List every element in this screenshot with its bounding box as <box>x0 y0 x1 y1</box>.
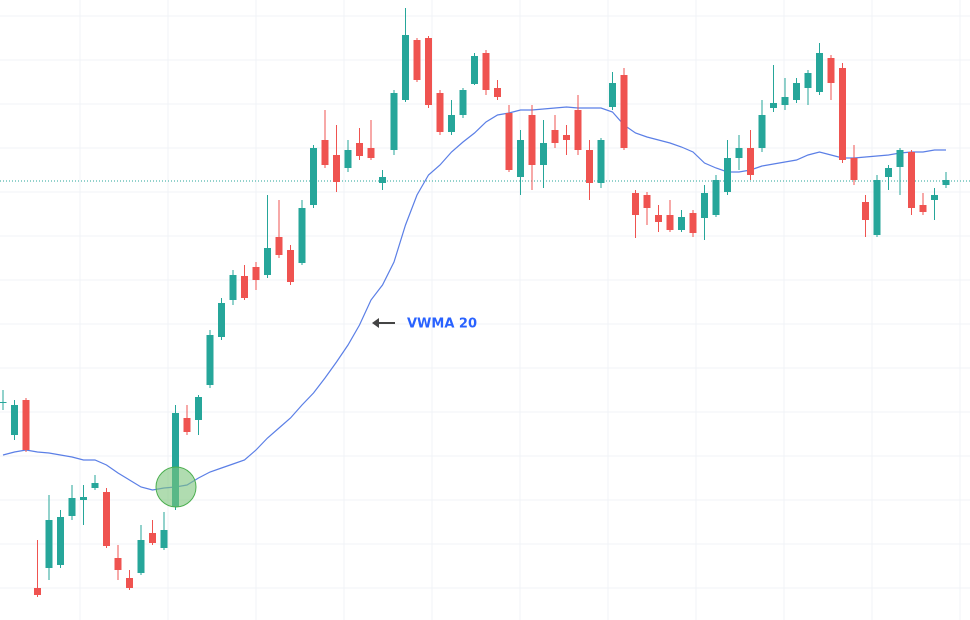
candle-body <box>275 237 283 255</box>
annotation-arrowhead <box>372 318 379 328</box>
marks <box>0 8 970 597</box>
candle-body <box>505 113 513 170</box>
candle-body <box>655 215 662 222</box>
candle-body <box>126 578 133 588</box>
candle-body <box>609 83 616 107</box>
candle-body <box>620 75 628 148</box>
highlight-circle <box>155 466 197 508</box>
candle-body <box>183 418 191 432</box>
vwma-line <box>2 106 946 491</box>
candle-body <box>321 140 329 165</box>
candle-body <box>528 115 536 165</box>
candle-body <box>218 303 225 337</box>
candle-body <box>379 177 386 183</box>
candle-body <box>356 143 363 156</box>
candle-body <box>908 152 915 208</box>
candle-body <box>724 158 731 192</box>
candle-body <box>850 158 858 180</box>
candle-body <box>68 498 76 516</box>
candle-body <box>367 148 375 158</box>
candle-body <box>57 517 64 565</box>
candle-body <box>448 115 455 132</box>
candle-body <box>632 193 639 215</box>
annotation: VWMA 20 <box>407 317 477 332</box>
candle-body <box>747 148 754 175</box>
candle-body <box>80 497 87 500</box>
candle-body <box>114 558 122 570</box>
candle-body <box>34 588 41 595</box>
candle-body <box>931 195 938 200</box>
candle-body <box>425 38 432 105</box>
candle-body <box>540 143 547 165</box>
candle-body <box>735 148 743 158</box>
candle-body <box>758 115 766 148</box>
candle-body <box>402 35 409 100</box>
candle-body <box>517 140 524 177</box>
candle-body <box>287 250 294 282</box>
candle-body <box>781 97 789 105</box>
candle-body <box>344 150 352 168</box>
candle-body <box>252 267 260 280</box>
candle-body <box>172 413 179 507</box>
candle-body <box>919 205 927 212</box>
candle-body <box>896 150 904 167</box>
candle-body <box>862 202 869 220</box>
candle-body <box>701 193 708 218</box>
candle-body <box>0 402 7 403</box>
candle-body <box>103 492 110 546</box>
candle-body <box>873 180 881 235</box>
candle-body <box>793 83 800 100</box>
candle-body <box>45 520 53 568</box>
candle-body <box>459 90 467 115</box>
candle-body <box>11 405 18 435</box>
candle-body <box>22 400 30 450</box>
candle-body <box>885 168 892 177</box>
candle-body <box>839 68 846 160</box>
candle-body <box>390 93 398 150</box>
candle-body <box>712 180 720 215</box>
candle-body <box>586 150 593 183</box>
candle-body <box>678 217 685 230</box>
candle-body <box>264 248 271 275</box>
candle-body <box>149 533 156 543</box>
candle-body <box>333 155 340 182</box>
candle-body <box>942 180 950 185</box>
candle-body <box>241 276 248 298</box>
candle-body <box>643 195 651 208</box>
candle-body <box>195 397 202 420</box>
candle-body <box>436 93 444 132</box>
candle-body <box>551 130 559 143</box>
candle-body <box>482 53 490 90</box>
candle-body <box>597 140 605 183</box>
candle-body <box>827 58 835 83</box>
candle-body <box>689 213 697 233</box>
candle-body <box>413 40 421 80</box>
candle-body <box>574 110 582 150</box>
candle-body <box>160 530 168 548</box>
candle-body <box>666 215 674 230</box>
candle-body <box>298 208 306 263</box>
candle-body <box>494 88 501 97</box>
candle-body <box>563 135 570 140</box>
candle-body <box>770 103 777 108</box>
candle-body <box>816 53 823 92</box>
candle-body <box>229 275 237 300</box>
candle-body <box>91 483 99 488</box>
candle-body <box>206 335 214 385</box>
candle-body <box>310 148 317 205</box>
candle-body <box>471 56 478 84</box>
candle-body <box>137 540 145 573</box>
candle-body <box>804 73 812 88</box>
